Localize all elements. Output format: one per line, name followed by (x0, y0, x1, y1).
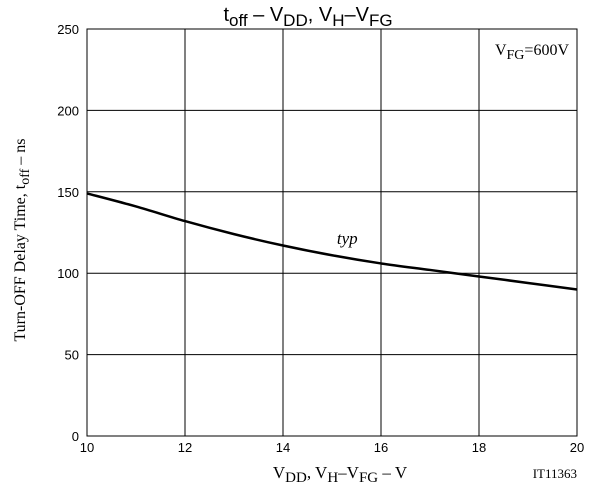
y-tick-label: 0 (72, 429, 79, 444)
x-tick-label: 20 (570, 440, 584, 455)
x-tick-label: 18 (472, 440, 486, 455)
y-tick-label: 100 (57, 266, 79, 281)
y-tick-label: 200 (57, 103, 79, 118)
y-tick-label: 250 (57, 22, 79, 37)
chart-title: toff – VDD, VH–VFG (223, 4, 392, 30)
x-axis-label: VDD, VH–VFG – V (273, 463, 408, 485)
plot-frame (86, 28, 578, 437)
series-label-typ: typ (337, 229, 358, 248)
y-tick-label: 150 (57, 185, 79, 200)
series-group (86, 192, 578, 291)
series-line-typ (86, 192, 578, 291)
grid (87, 29, 577, 436)
x-tick-label: 14 (276, 440, 290, 455)
y-tick-label: 50 (65, 348, 79, 363)
x-tick-label: 10 (80, 440, 94, 455)
y-axis-label: Turn-OFF Delay Time, toff – ns (12, 138, 33, 341)
y-axis-ticks: 0 50 100 150 200 250 (57, 22, 79, 444)
x-tick-label: 12 (178, 440, 192, 455)
condition-label: VFG=600V (495, 42, 569, 63)
x-axis-ticks: 10 12 14 16 18 20 (80, 440, 584, 455)
figure-id: IT11363 (533, 466, 577, 481)
x-tick-label: 16 (374, 440, 388, 455)
